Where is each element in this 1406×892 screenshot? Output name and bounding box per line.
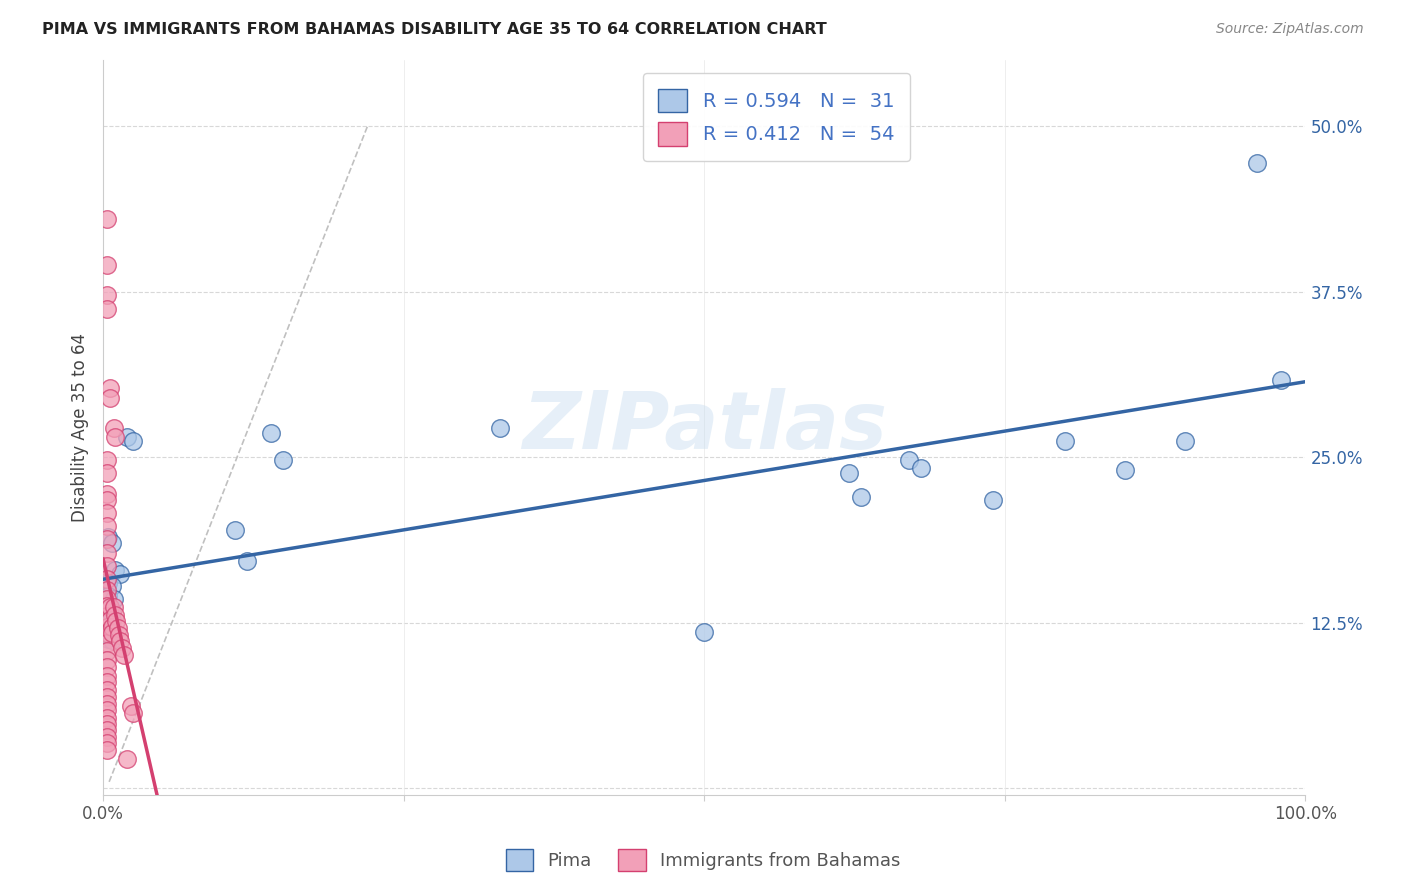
Point	[98, 391, 121, 405]
Point	[1270, 373, 1292, 387]
Point	[96, 626, 118, 640]
Point	[849, 490, 872, 504]
Y-axis label: Disability Age 35 to 64: Disability Age 35 to 64	[72, 333, 89, 522]
Point	[236, 553, 259, 567]
Point	[910, 460, 932, 475]
Point	[96, 572, 118, 586]
Point	[96, 492, 118, 507]
Point	[96, 723, 118, 738]
Point	[260, 426, 283, 441]
Point	[693, 625, 716, 640]
Point	[115, 752, 138, 766]
Point	[112, 648, 135, 662]
Point	[98, 613, 121, 627]
Point	[100, 633, 122, 648]
Point	[104, 430, 127, 444]
Point	[111, 640, 134, 655]
Point	[96, 533, 118, 547]
Point	[105, 615, 128, 629]
Point	[100, 626, 122, 640]
Point	[96, 697, 118, 711]
Text: PIMA VS IMMIGRANTS FROM BAHAMAS DISABILITY AGE 35 TO 64 CORRELATION CHART: PIMA VS IMMIGRANTS FROM BAHAMAS DISABILI…	[42, 22, 827, 37]
Point	[96, 703, 118, 717]
Point	[100, 620, 122, 634]
Point	[96, 258, 118, 272]
Point	[224, 523, 246, 537]
Point	[104, 563, 127, 577]
Point	[96, 683, 118, 698]
Point	[97, 632, 120, 646]
Point	[96, 716, 118, 731]
Point	[96, 653, 118, 667]
Point	[97, 612, 120, 626]
Point	[98, 623, 121, 637]
Legend: R = 0.594   N =  31, R = 0.412   N =  54: R = 0.594 N = 31, R = 0.412 N = 54	[643, 73, 910, 161]
Point	[97, 625, 120, 640]
Point	[96, 558, 118, 573]
Point	[96, 506, 118, 520]
Point	[1174, 434, 1197, 449]
Text: Source: ZipAtlas.com: Source: ZipAtlas.com	[1216, 22, 1364, 37]
Point	[122, 434, 145, 449]
Point	[96, 288, 118, 302]
Point	[96, 711, 118, 725]
Point	[97, 620, 120, 634]
Point	[96, 519, 118, 533]
Point	[100, 613, 122, 627]
Point	[96, 643, 118, 657]
Point	[108, 566, 131, 581]
Point	[96, 669, 118, 683]
Text: ZIPatlas: ZIPatlas	[522, 388, 887, 467]
Point	[97, 602, 120, 616]
Point	[96, 211, 118, 226]
Point	[981, 492, 1004, 507]
Point	[1114, 463, 1136, 477]
Point	[107, 628, 129, 642]
Point	[96, 466, 118, 480]
Point	[273, 452, 295, 467]
Point	[96, 743, 118, 757]
Point	[96, 609, 118, 624]
Point	[107, 621, 129, 635]
Point	[97, 530, 120, 544]
Point	[103, 421, 125, 435]
Point	[96, 487, 118, 501]
Point	[96, 582, 118, 597]
Point	[97, 576, 120, 591]
Point	[98, 599, 121, 614]
Point	[103, 591, 125, 606]
Point	[1246, 156, 1268, 170]
Point	[96, 675, 118, 690]
Point	[96, 545, 118, 559]
Point	[96, 730, 118, 744]
Point	[100, 579, 122, 593]
Legend: Pima, Immigrants from Bahamas: Pima, Immigrants from Bahamas	[498, 842, 908, 879]
Point	[96, 736, 118, 750]
Point	[100, 605, 122, 619]
Point	[1053, 434, 1076, 449]
Point	[120, 699, 142, 714]
Point	[96, 452, 118, 467]
Point	[96, 599, 118, 613]
Point	[115, 430, 138, 444]
Point	[100, 536, 122, 550]
Point	[489, 421, 512, 435]
Point	[838, 466, 860, 480]
Point	[96, 591, 118, 606]
Point	[96, 620, 118, 634]
Point	[103, 599, 125, 614]
Point	[96, 690, 118, 704]
Point	[96, 301, 118, 316]
Point	[108, 634, 131, 648]
Point	[897, 452, 920, 467]
Point	[98, 381, 121, 395]
Point	[104, 607, 127, 622]
Point	[97, 589, 120, 603]
Point	[96, 635, 118, 649]
Point	[122, 706, 145, 720]
Point	[96, 659, 118, 673]
